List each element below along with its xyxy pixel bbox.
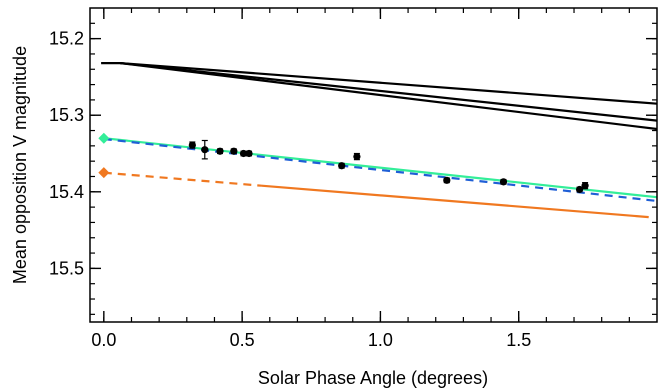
series-line-4 bbox=[103, 137, 658, 203]
y-tick-label-2: 15.4 bbox=[49, 182, 84, 202]
observation-point-2 bbox=[216, 147, 224, 155]
ticks-layer bbox=[90, 8, 657, 322]
observation-marker bbox=[230, 147, 238, 155]
tick-labels-layer: 0.0 0.5 1.0 1.5 15.2 15.3 15.4 15.5 bbox=[49, 29, 531, 350]
diamond-marker-1 bbox=[98, 167, 110, 179]
observations-layer bbox=[188, 139, 589, 194]
observation-marker bbox=[216, 147, 224, 155]
observation-marker bbox=[581, 182, 589, 190]
observation-point-4 bbox=[239, 149, 248, 158]
observation-marker bbox=[338, 162, 346, 170]
series-line-5 bbox=[103, 171, 262, 187]
observation-marker bbox=[245, 149, 253, 158]
observation-point-7 bbox=[353, 152, 361, 161]
x-tick-label-2: 1.0 bbox=[368, 330, 393, 350]
observation-point-11 bbox=[581, 182, 589, 190]
plot-frame bbox=[89, 7, 658, 323]
observation-marker bbox=[499, 178, 508, 186]
observation-marker bbox=[239, 149, 248, 158]
diamond-marker-0 bbox=[98, 132, 110, 144]
series-line-2 bbox=[120, 62, 658, 131]
observation-marker bbox=[575, 185, 584, 194]
series-layer bbox=[101, 61, 658, 219]
y-tick-label-3: 15.5 bbox=[49, 258, 84, 278]
observation-point-5 bbox=[245, 149, 253, 158]
x-tick-label-3: 1.5 bbox=[506, 330, 531, 350]
observation-marker bbox=[443, 176, 451, 184]
observation-point-8 bbox=[443, 176, 451, 184]
observation-marker bbox=[188, 141, 196, 149]
markers-layer bbox=[98, 132, 110, 179]
observation-point-9 bbox=[499, 178, 508, 186]
series-line-1 bbox=[120, 62, 658, 122]
observation-point-6 bbox=[338, 162, 346, 170]
x-tick-label-0: 0.0 bbox=[91, 330, 116, 350]
observation-point-3 bbox=[230, 147, 238, 155]
x-axis-title: Solar Phase Angle (degrees) bbox=[258, 368, 488, 388]
y-tick-label-1: 15.3 bbox=[49, 105, 84, 125]
y-tick-label-0: 15.2 bbox=[49, 29, 84, 49]
observation-point-1 bbox=[201, 139, 209, 160]
y-axis-title: Mean opposition V magnitude bbox=[10, 46, 30, 284]
observation-point-0 bbox=[188, 141, 196, 149]
observation-marker bbox=[201, 146, 209, 154]
observation-marker bbox=[353, 152, 361, 161]
series-line-6 bbox=[261, 184, 649, 219]
x-tick-label-1: 0.5 bbox=[230, 330, 255, 350]
observation-point-10 bbox=[575, 185, 584, 194]
series-line-3 bbox=[103, 137, 658, 199]
